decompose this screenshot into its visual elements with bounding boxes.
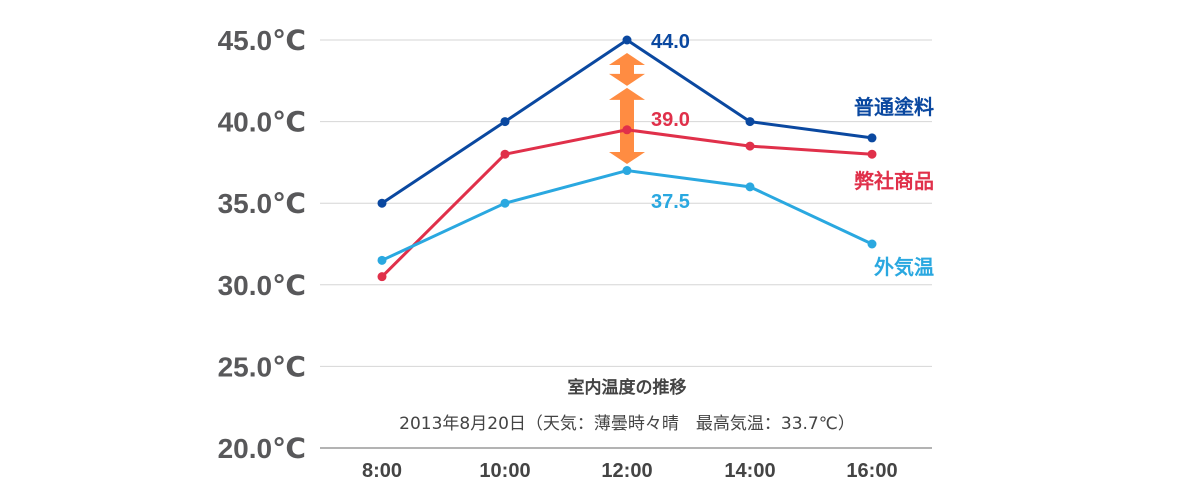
data-point	[622, 35, 632, 45]
data-point	[500, 117, 510, 127]
data-labels: 44.0 39.0 37.5	[651, 31, 690, 213]
y-axis-ticks: 45.0℃ 40.0℃ 35.0℃ 30.0℃ 25.0℃ 20.0℃	[218, 25, 306, 464]
data-point	[745, 141, 755, 151]
data-point	[500, 149, 510, 159]
grid	[320, 39, 932, 449]
legend-label: 外気温	[874, 255, 934, 279]
x-tick-label: 16:00	[846, 460, 897, 482]
y-tick-label: 40.0℃	[218, 107, 306, 138]
annotation-subtitle: 2013年8月20日（天気：薄曇時々晴 最高気温：33.7℃）	[399, 414, 855, 434]
legend-label: 普通塗料	[854, 95, 934, 119]
y-tick-label: 20.0℃	[218, 433, 306, 464]
legend-label: 弊社商品	[854, 169, 934, 193]
annotation-title: 室内温度の推移	[568, 377, 687, 398]
data-point	[745, 182, 755, 192]
data-point	[745, 117, 755, 127]
x-tick-label: 14:00	[724, 460, 775, 482]
x-tick-label: 12:00	[601, 460, 652, 482]
data-label: 39.0	[651, 109, 690, 131]
data-label: 44.0	[651, 31, 690, 53]
data-point	[867, 133, 877, 143]
y-tick-label: 30.0℃	[218, 270, 306, 301]
data-label: 37.5	[651, 191, 690, 213]
data-point	[867, 149, 877, 159]
data-point	[377, 198, 387, 208]
x-tick-label: 10:00	[479, 460, 530, 482]
data-point	[500, 198, 510, 208]
y-tick-label: 35.0℃	[218, 188, 306, 219]
y-tick-label: 45.0℃	[218, 25, 306, 56]
data-point	[867, 239, 877, 249]
x-tick-label: 8:00	[362, 460, 402, 482]
y-tick-label: 25.0℃	[218, 351, 306, 382]
x-axis-ticks: 8:00 10:00 12:00 14:00 16:00	[362, 460, 898, 482]
data-point	[622, 166, 632, 176]
data-point	[377, 255, 387, 265]
data-point	[622, 125, 632, 135]
series-lines	[377, 35, 877, 282]
difference-arrows	[609, 53, 645, 165]
difference-arrow-upper	[609, 53, 645, 86]
data-point	[377, 272, 387, 282]
series-line-3	[381, 169, 873, 262]
